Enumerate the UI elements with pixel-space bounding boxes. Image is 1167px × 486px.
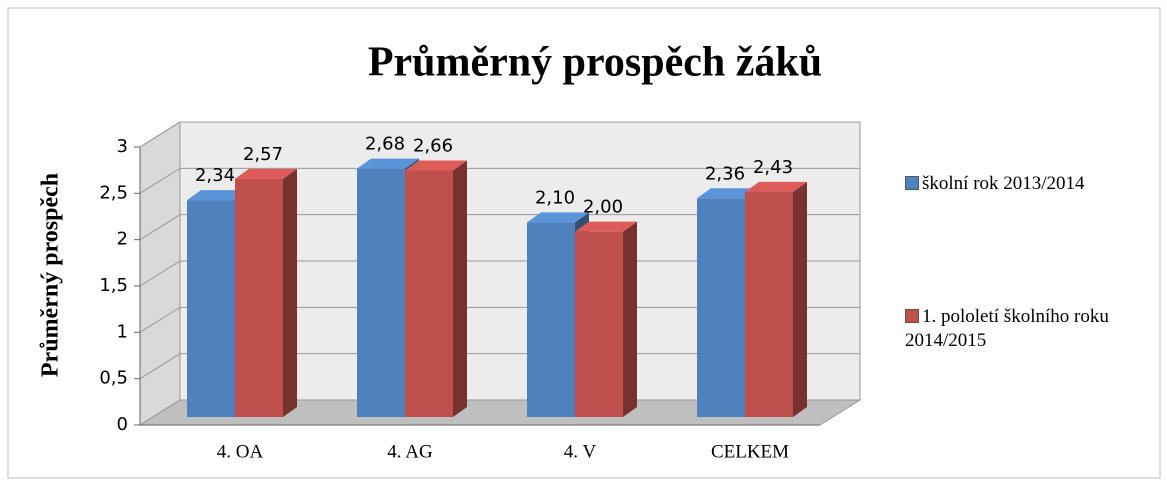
bar xyxy=(575,231,623,417)
bar-side xyxy=(453,160,467,418)
y-axis-label: Průměrný prospěch xyxy=(38,173,64,377)
bar xyxy=(527,222,575,417)
y-tick-label: 2 xyxy=(117,229,128,250)
value-label: 2,43 xyxy=(753,157,793,178)
bar-top xyxy=(235,168,297,179)
bar xyxy=(697,198,745,417)
bar-top xyxy=(527,212,589,223)
chart-title: Průměrný prospěch žáků xyxy=(368,40,822,86)
bar-side xyxy=(623,221,637,417)
value-label: 2,68 xyxy=(365,134,405,155)
x-tick-label: CELKEM xyxy=(711,441,789,462)
legend-swatch xyxy=(905,176,919,190)
y-tick-label: 1,5 xyxy=(99,275,128,296)
value-label: 2,57 xyxy=(243,144,283,165)
bar-top xyxy=(405,160,467,171)
grid-line xyxy=(139,214,860,241)
x-tick-label: 4. V xyxy=(564,441,597,462)
bar-side xyxy=(283,168,297,417)
bar-top xyxy=(357,158,419,169)
legend-label: 1. pololetí školního roku 2014/2015 xyxy=(905,306,1109,351)
value-label: 2,66 xyxy=(413,136,453,157)
bar xyxy=(405,170,453,417)
value-label: 2,36 xyxy=(705,163,745,184)
value-label: 2,34 xyxy=(195,165,235,186)
legend-label: školní rok 2013/2014 xyxy=(922,173,1085,194)
bar-side xyxy=(793,181,807,417)
legend-entry: školní rok 2013/2014 xyxy=(905,172,1155,196)
bar-top xyxy=(697,188,759,199)
bar xyxy=(187,200,235,417)
bar xyxy=(745,191,793,417)
y-tick-label: 0 xyxy=(117,414,128,435)
value-label: 2,00 xyxy=(583,197,623,218)
y-tick-label: 3 xyxy=(117,136,128,157)
legend-entry: 1. pololetí školního roku 2014/2015 xyxy=(905,305,1115,353)
value-label: 2,10 xyxy=(535,187,575,208)
y-tick-label: 1 xyxy=(117,321,128,342)
x-tick-label: 4. OA xyxy=(217,441,264,462)
y-tick-label: 2,5 xyxy=(99,182,128,203)
grid-line xyxy=(139,121,860,148)
bar xyxy=(235,178,283,417)
y-tick-label: 0,5 xyxy=(99,368,128,389)
legend-swatch xyxy=(905,309,919,323)
bar-top xyxy=(187,190,249,201)
x-tick-label: 4. AG xyxy=(387,441,433,462)
bar-top xyxy=(745,181,807,192)
grid-line xyxy=(139,167,860,194)
bar-top xyxy=(575,221,637,232)
bar xyxy=(357,168,405,417)
